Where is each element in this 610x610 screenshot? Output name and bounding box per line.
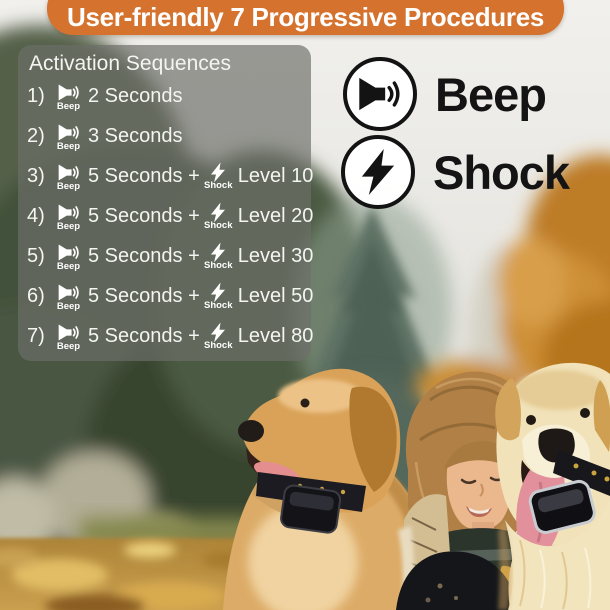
banner: User-friendly 7 Progressive Procedures [47, 0, 564, 35]
right-dog [495, 362, 610, 610]
activation-panel: Activation Sequences 1) Beep 2 Seconds 2) Be… [18, 45, 313, 361]
sequence-row: 7) Beep 5 Seconds + Shock Level 80 [27, 316, 313, 356]
sequence-number: 4) [27, 204, 45, 227]
sequence-number: 6) [27, 284, 45, 307]
banner-title: User-friendly 7 Progressive Procedures [66, 2, 545, 32]
shock-icon: Shock [202, 282, 235, 310]
shock-icon: Shock [202, 242, 235, 270]
sequence-row: 6) Beep 5 Seconds + Shock Level 50 [27, 276, 313, 316]
sequence-number: 5) [27, 244, 45, 267]
sequence-number: 7) [27, 324, 45, 347]
sequence-duration: 5 Seconds + [88, 204, 200, 227]
beep-icon: Beep [52, 281, 85, 311]
right-receiver-device [528, 479, 596, 534]
boy-knee [396, 551, 516, 610]
right-dog-eye-right [580, 408, 590, 418]
left-dog-ear [349, 386, 397, 492]
sequence-duration: 5 Seconds + [88, 284, 200, 307]
sequence-list: 1) Beep 2 Seconds 2) Beep 3 Seconds 3) Beep 5 Se… [27, 76, 313, 356]
sequence-level: Level 10 [237, 164, 314, 187]
sequence-level: Level 20 [237, 204, 314, 227]
beep-icon: Beep [52, 241, 85, 271]
sequence-level: Level 30 [237, 244, 314, 267]
legend-shock: Shock [341, 135, 570, 209]
left-receiver-device [280, 484, 342, 534]
sequence-number: 3) [27, 164, 45, 187]
sequence-duration: 3 Seconds [88, 124, 183, 147]
right-dog-ear [495, 378, 521, 441]
right-dog-collar [528, 450, 610, 534]
beep-label: Beep [435, 67, 547, 121]
sequence-level: Level 80 [237, 324, 314, 347]
shock-icon: Shock [202, 202, 235, 230]
sequence-level: Level 50 [237, 284, 314, 307]
sequence-number: 1) [27, 84, 45, 107]
left-dog-collar [256, 472, 366, 534]
beep-icon: Beep [52, 321, 85, 351]
shock-circle-icon [341, 135, 415, 209]
sequence-duration: 5 Seconds + [88, 244, 200, 267]
panel-heading: Activation Sequences [29, 52, 231, 75]
chest-fur [519, 539, 592, 610]
shock-icon: Shock [202, 162, 235, 190]
left-dog-nose [238, 420, 264, 442]
sequence-duration: 5 Seconds + [88, 324, 200, 347]
boy-face [446, 452, 512, 531]
beep-circle-icon [343, 57, 417, 131]
legend-beep: Beep [343, 57, 547, 131]
shock-label: Shock [433, 145, 570, 199]
sequence-row: 2) Beep 3 Seconds [27, 116, 307, 156]
beep-icon: Beep [52, 81, 85, 111]
sequence-duration: 5 Seconds + [88, 164, 200, 187]
sequence-number: 2) [27, 124, 45, 147]
beep-icon: Beep [52, 161, 85, 191]
boy-mouth [466, 506, 492, 517]
right-dog-eye-left [526, 415, 536, 425]
shock-icon: Shock [202, 322, 235, 350]
sequence-row: 4) Beep 5 Seconds + Shock Level 20 [27, 196, 313, 236]
sequence-duration: 2 Seconds [88, 84, 183, 107]
left-dog [223, 368, 448, 610]
beep-icon: Beep [52, 121, 85, 151]
sequence-row: 3) Beep 5 Seconds + Shock Level 10 [27, 156, 313, 196]
sequence-row: 5) Beep 5 Seconds + Shock Level 30 [27, 236, 313, 276]
sequence-row: 1) Beep 2 Seconds [27, 76, 307, 116]
left-dog-eye [300, 398, 310, 408]
beep-icon: Beep [52, 201, 85, 231]
